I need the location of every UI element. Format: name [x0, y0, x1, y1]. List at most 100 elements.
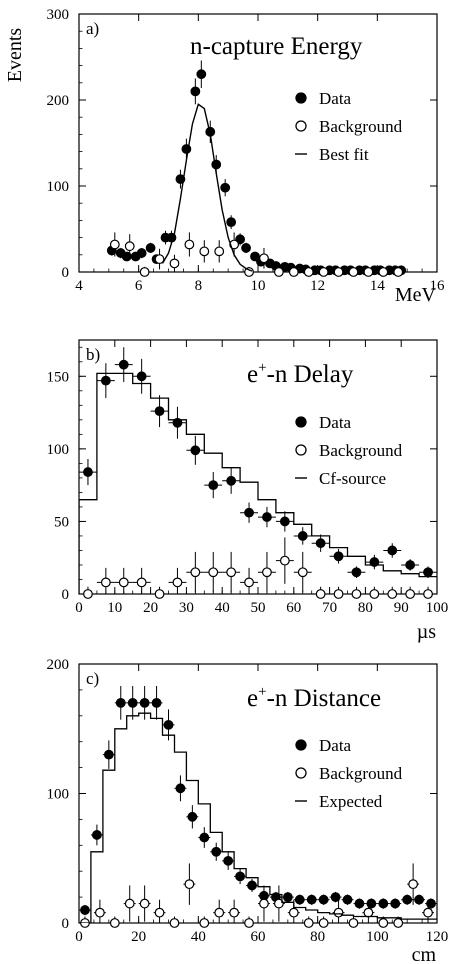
legend-entry: Expected [295, 792, 383, 811]
open-marker [109, 918, 120, 928]
expected-histogram [79, 712, 437, 923]
background-point [259, 247, 269, 269]
panel-label: c) [86, 669, 99, 688]
filled-marker [127, 697, 138, 708]
filled-marker [366, 898, 377, 909]
open-marker [315, 589, 326, 599]
filled-marker [196, 69, 207, 80]
data-point [204, 472, 223, 499]
legend-label: Background [319, 117, 403, 136]
data-point [220, 179, 231, 197]
data-point [186, 435, 205, 465]
background-point [258, 551, 276, 593]
open-marker [83, 589, 93, 599]
title-superscript: + [258, 360, 266, 376]
filled-marker [315, 538, 326, 549]
background-point [240, 567, 258, 594]
filled-marker [100, 375, 111, 386]
open-marker [259, 253, 269, 264]
filled-marker [294, 894, 305, 905]
background-point [198, 916, 211, 928]
open-marker [393, 267, 404, 277]
background-point [365, 586, 384, 599]
panel-b-legend: Data Background Cf-source [295, 413, 403, 488]
filled-marker [414, 894, 425, 905]
x-axis-unit: cm [412, 944, 437, 964]
filled-marker [354, 898, 365, 909]
background-point [407, 863, 420, 905]
x-tick-label: 20 [143, 600, 158, 616]
data-point [246, 878, 258, 892]
data-point [79, 904, 91, 916]
filled-marker [226, 475, 237, 486]
filled-marker [390, 898, 401, 909]
open-marker [351, 589, 362, 599]
background-point [168, 916, 181, 928]
filled-marker [136, 371, 147, 382]
open-marker [318, 918, 329, 928]
filled-marker [282, 892, 293, 902]
data-point [126, 686, 139, 720]
open-marker [124, 898, 135, 909]
filled-marker [83, 467, 93, 477]
background-point [258, 885, 270, 922]
x-axis-unit: µs [417, 621, 437, 643]
y-tick-label: 200 [47, 657, 70, 673]
y-tick-label: 0 [62, 265, 70, 281]
background-point [168, 567, 187, 594]
background-point [288, 266, 299, 277]
filled-marker [405, 560, 416, 570]
data-point [79, 459, 97, 486]
open-marker [333, 589, 344, 599]
y-tick-label: 0 [62, 916, 70, 932]
open-marker [214, 907, 225, 918]
filled-marker [190, 86, 201, 97]
filled-marker [262, 512, 272, 522]
x-tick-label: 10 [107, 600, 122, 616]
background-point [419, 586, 437, 599]
legend-open-marker [295, 767, 307, 779]
legend-entry: Data [295, 736, 352, 755]
data-point [136, 247, 147, 259]
open-marker [94, 907, 105, 918]
y-axis-label: Events [4, 28, 26, 83]
data-point [347, 566, 366, 579]
filled-marker [297, 531, 308, 541]
data-point [329, 549, 348, 564]
open-marker [363, 907, 374, 918]
background-point [109, 232, 120, 257]
data-point [114, 347, 133, 383]
open-marker [333, 907, 344, 918]
open-marker [369, 589, 380, 599]
title-rest: -n Distance [267, 685, 382, 712]
filled-marker [151, 697, 162, 708]
data-point [222, 467, 241, 494]
open-marker [139, 898, 150, 909]
background-point [362, 899, 375, 923]
open-marker [154, 589, 165, 599]
background-point [293, 551, 312, 593]
x-axis-unit: MeV [395, 284, 437, 306]
filled-marker [199, 832, 210, 843]
y-tick-label: 100 [47, 442, 70, 458]
panel-title: n-capture Energy [190, 33, 363, 60]
x-tick-label: 50 [251, 600, 266, 616]
data-point [222, 851, 235, 870]
data-point [258, 506, 276, 528]
filled-marker [235, 871, 246, 882]
data-point [138, 686, 151, 720]
x-tick-label: 40 [191, 929, 206, 945]
filled-marker [342, 894, 353, 905]
data-point [365, 554, 384, 570]
data-point [317, 894, 330, 905]
data-point [150, 686, 163, 720]
filled-marker [163, 719, 174, 730]
data-point [353, 898, 366, 909]
filled-marker [247, 880, 257, 891]
filled-marker [211, 846, 222, 857]
filled-marker [175, 783, 186, 794]
data-point [235, 233, 246, 246]
y-tick-label: 100 [47, 787, 70, 803]
background-point [169, 254, 180, 272]
